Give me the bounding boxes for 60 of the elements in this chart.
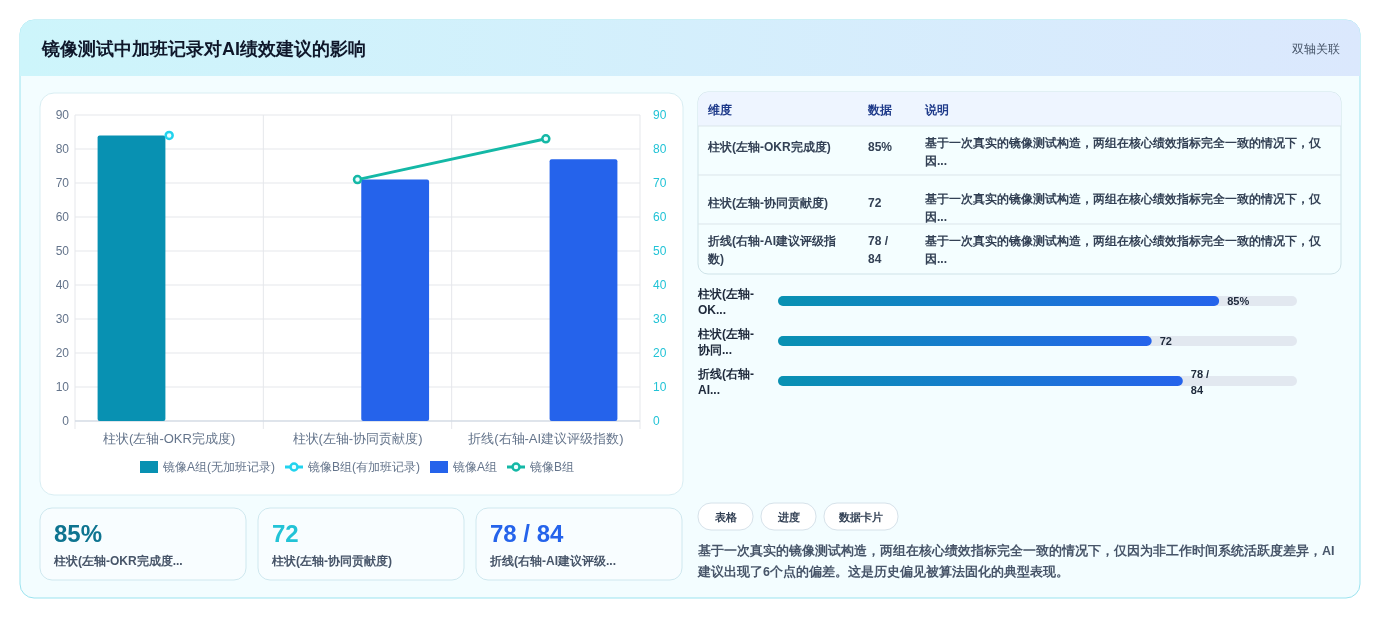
text: 进度 [776, 511, 800, 523]
text: 72 [868, 196, 882, 210]
y-tick-label: 90 [55, 108, 70, 122]
text: 柱状(左轴-OKR完成度... [53, 554, 183, 568]
chart-title: 镜像测试中加班记录对AI绩效建议的影响 [41, 39, 366, 59]
bar [97, 135, 166, 421]
text: 折线(右轴-AI建议评级... [489, 554, 616, 568]
text: 78 / 84 [868, 234, 889, 266]
y-tick-label: 70 [55, 176, 70, 190]
text: 数据卡片 [838, 511, 883, 523]
text: 柱状(左轴-OKR完成度) [707, 140, 831, 154]
data-label: 78 / 84 [1190, 368, 1210, 396]
text: 基于一次真实的镜像测试构造，两组在核心绩效指标完全一致的情况下，仅因... [924, 136, 1322, 168]
y-tick-label: 20 [55, 346, 70, 360]
x-tick-label: 柱状(左轴-协同贡献度) [292, 431, 423, 446]
text: 数据 [867, 103, 892, 117]
y-tick-label: 80 [55, 142, 70, 156]
text: 维度 [707, 103, 732, 117]
legend-label: 镜像A组(无加班记录) [162, 460, 275, 474]
y-tick-label: 0 [62, 414, 70, 428]
text: 基于一次真实的镜像测试构造，两组在核心绩效指标完全一致的情况下，仅因为非工作时间系统活跃度差异，AI建议出现了6个点的偏差。这是历史偏见被算法固化的典型表现。 [697, 543, 1335, 579]
text: 基于一次真实的镜像测试构造，两组在核心绩效指标完全一致的情况下，仅因... [924, 192, 1322, 224]
bar [549, 159, 618, 421]
y2-tick-label: 10 [653, 380, 667, 394]
category-label: 柱状(左轴-OK... [698, 287, 754, 317]
text: 表格 [713, 511, 738, 523]
x-tick-label: 折线(右轴-AI建议评级指数) [468, 431, 624, 446]
y2-tick-label: 0 [653, 414, 660, 428]
category-label: 折线(右轴-AI... [698, 367, 754, 397]
text: 说明 [924, 103, 949, 117]
y2-tick-label: 70 [653, 176, 667, 190]
x-tick-label: 柱状(左轴-OKR完成度) [103, 431, 236, 446]
y2-tick-label: 90 [653, 108, 667, 122]
y2-tick-label: 60 [653, 210, 667, 224]
data-label: 72 [1159, 335, 1172, 347]
data-label: 85% [1227, 295, 1250, 307]
y2-tick-label: 50 [653, 244, 667, 258]
y2-tick-label: 40 [653, 278, 667, 292]
text: 78 / 84 [490, 520, 565, 547]
category-label: 柱状(左轴-协同... [698, 327, 754, 357]
y2-tick-label: 30 [653, 312, 667, 326]
y-tick-label: 60 [55, 210, 70, 224]
text: 折线(右轴-AI建议评级指数) [707, 234, 836, 266]
y2-tick-label: 80 [653, 142, 667, 156]
text: 双轴关联 [1292, 42, 1340, 56]
legend-label: 镜像A组 [452, 460, 498, 474]
legend-label: 镜像B组(有加班记录) [307, 460, 420, 474]
bar [361, 179, 430, 421]
text: 85% [54, 520, 103, 547]
legend-label: 镜像B组 [529, 460, 575, 474]
y-tick-label: 40 [55, 278, 70, 292]
text: 85% [868, 140, 893, 154]
text: 柱状(左轴-协同贡献度) [707, 196, 828, 210]
text: 柱状(左轴-协同贡献度) [271, 554, 392, 568]
y-tick-label: 30 [55, 312, 70, 326]
y2-tick-label: 20 [653, 346, 667, 360]
y-tick-label: 50 [55, 244, 70, 258]
text: 72 [272, 520, 299, 547]
text: 基于一次真实的镜像测试构造，两组在核心绩效指标完全一致的情况下，仅因... [924, 234, 1322, 266]
y-tick-label: 10 [55, 380, 70, 394]
